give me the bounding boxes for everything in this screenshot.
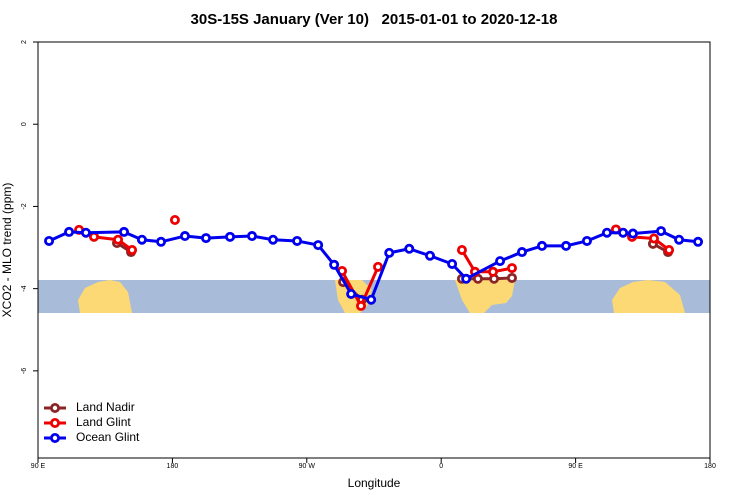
data-point xyxy=(693,236,704,247)
data-point xyxy=(136,234,147,245)
y-tick-label: -2 xyxy=(21,203,28,209)
data-point xyxy=(373,261,384,272)
data-point xyxy=(246,231,257,242)
data-point xyxy=(649,233,660,244)
data-point xyxy=(169,214,180,225)
data-point xyxy=(89,231,100,242)
y-tick-label: -6 xyxy=(21,368,28,374)
y-tick-label: -4 xyxy=(21,285,28,291)
y-tick-label: 0 xyxy=(21,122,28,126)
legend-marker xyxy=(50,432,61,443)
data-point xyxy=(80,227,91,238)
data-point xyxy=(113,234,124,245)
data-point xyxy=(627,228,638,239)
data-point xyxy=(366,294,377,305)
data-point xyxy=(179,231,190,242)
data-point xyxy=(424,250,435,261)
data-point xyxy=(313,240,324,251)
data-point xyxy=(156,236,167,247)
series-line xyxy=(460,249,513,274)
data-point xyxy=(537,240,548,251)
x-tick-label: 90 E xyxy=(568,463,583,470)
data-point xyxy=(404,243,415,254)
data-point xyxy=(268,234,279,245)
data-point xyxy=(447,258,458,269)
data-point xyxy=(225,231,236,242)
data-point xyxy=(461,273,472,284)
data-point xyxy=(506,263,517,274)
legend-marker xyxy=(50,402,61,413)
legend-label: Land Nadir xyxy=(76,400,135,414)
data-point xyxy=(346,288,357,299)
y-tick-label: 2 xyxy=(21,40,28,44)
land-shape xyxy=(455,280,515,313)
x-tick-label: 180 xyxy=(704,463,716,470)
land-shape xyxy=(78,280,132,313)
plot-frame xyxy=(37,41,711,459)
x-tick-label: 90 W xyxy=(299,463,316,470)
legend-label: Ocean Glint xyxy=(76,430,140,444)
x-tick-label: 90 E xyxy=(31,463,46,470)
data-point xyxy=(64,226,75,237)
data-point xyxy=(506,272,517,283)
data-point xyxy=(561,240,572,251)
data-point xyxy=(601,227,612,238)
data-point xyxy=(292,235,303,246)
data-point xyxy=(664,244,675,255)
legend-marker xyxy=(50,417,61,428)
x-tick-label: 0 xyxy=(439,463,443,470)
data-point xyxy=(127,244,138,255)
data-point xyxy=(200,233,211,244)
data-point xyxy=(329,259,340,270)
x-tick-label: 180 xyxy=(167,463,179,470)
data-point xyxy=(656,226,667,237)
data-point xyxy=(581,235,592,246)
data-point xyxy=(356,300,367,311)
map-background xyxy=(38,280,710,313)
data-point xyxy=(495,256,506,267)
data-point xyxy=(516,247,527,258)
data-point xyxy=(674,234,685,245)
x-axis-label: Longitude xyxy=(348,476,401,490)
data-point xyxy=(618,227,629,238)
legend-label: Land Glint xyxy=(76,415,131,429)
y-axis-label: XCO2 - MLO trend (ppm) xyxy=(0,183,14,318)
data-point xyxy=(456,244,467,255)
land-shape xyxy=(612,280,685,313)
data-point xyxy=(44,235,55,246)
chart-title: 30S-15S January (Ver 10) 2015-01-01 to 2… xyxy=(191,11,558,28)
data-point xyxy=(488,266,499,277)
data-point xyxy=(384,247,395,258)
data-point xyxy=(119,226,130,237)
